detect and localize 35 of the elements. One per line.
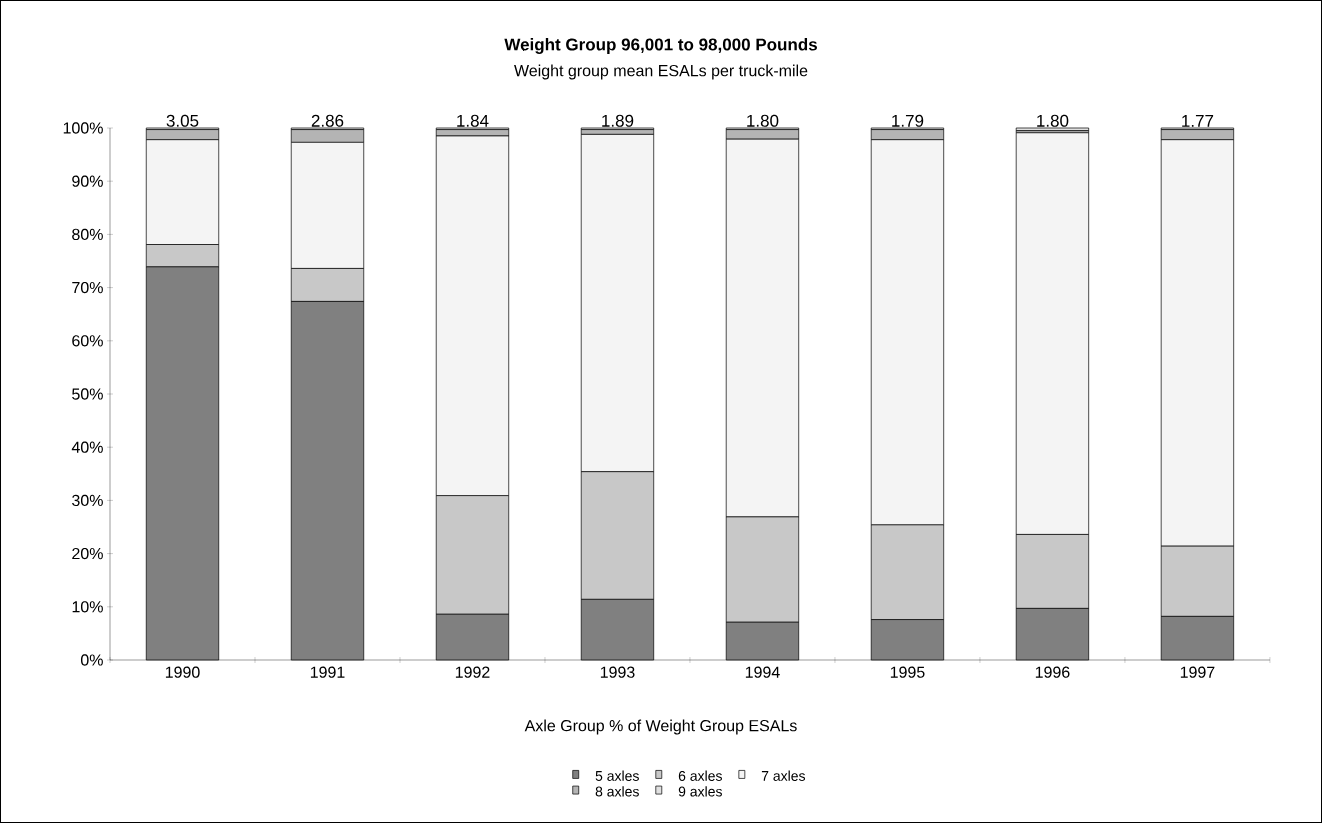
chart-subtitle: Weight group mean ESALs per truck-mile (514, 64, 808, 80)
legend-label: 9 axles (678, 786, 722, 797)
y-tick-label: 0% (80, 654, 103, 666)
y-tick-label: 40% (71, 441, 103, 453)
chart-title: Weight Group 96,001 to 98,000 Pounds (504, 38, 817, 54)
annotation: 1.79 (892, 114, 924, 127)
x-tick-label: 1992 (455, 666, 490, 678)
legend-label: 7 axles (761, 770, 806, 781)
y-tick-label: 100% (63, 122, 103, 134)
annotation: 1.77 (1182, 115, 1214, 127)
x-tick-label: 1996 (1035, 666, 1070, 678)
y-tick-label: 70% (72, 281, 103, 294)
x-tick-label: 1997 (1180, 666, 1215, 678)
legend-label: 5 axles (595, 770, 639, 781)
y-tick-label: 50% (72, 388, 103, 400)
y-tick-label: 60% (72, 335, 103, 347)
legend-title: Axle Group % of Weight Group ESALs (524, 719, 797, 735)
annotation: 1.80 (1037, 114, 1069, 127)
legend-label: 6 axles (678, 770, 722, 781)
annotation: 3.05 (166, 114, 199, 127)
x-tick-label: 1991 (310, 666, 345, 678)
annotation: 1.80 (747, 114, 779, 127)
y-tick-label: 10% (72, 601, 103, 613)
legend-label: 8 axles (595, 786, 639, 797)
annotation: 2.86 (311, 114, 344, 127)
x-tick-label: 1995 (890, 666, 925, 678)
annotation: 1.84 (457, 114, 489, 127)
annotation: 1.89 (602, 114, 634, 127)
y-tick-label: 90% (72, 175, 103, 187)
x-tick-label: 1990 (165, 666, 200, 678)
y-tick-label: 30% (72, 494, 103, 507)
y-tick-label: 80% (72, 228, 103, 241)
x-tick-label: 1993 (600, 666, 635, 678)
x-tick-label: 1994 (745, 666, 780, 678)
y-tick-label: 20% (72, 547, 103, 560)
